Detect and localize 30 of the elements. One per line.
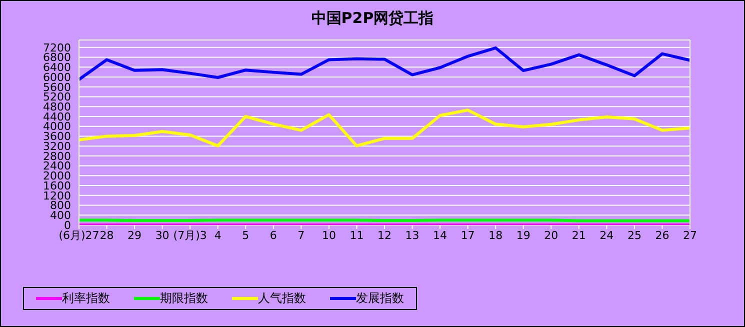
x-tick-label: 29 <box>128 228 142 242</box>
y-tick-label: 7200 <box>43 41 71 54</box>
x-tick-label: 6 <box>270 228 277 242</box>
x-tick-label: 5 <box>242 228 250 242</box>
x-tick-label: 28 <box>100 228 114 242</box>
x-tick-label: 25 <box>627 228 642 242</box>
x-tick-label: 20 <box>544 228 558 242</box>
x-tick-label: 19 <box>516 228 530 242</box>
x-tick-label: 17 <box>460 228 475 242</box>
x-tick-label: 21 <box>572 228 586 242</box>
line-series <box>78 46 692 81</box>
x-tick-label: 7 <box>298 228 305 242</box>
x-tick-label: 27 <box>683 228 697 242</box>
x-tick-label: 14 <box>433 228 448 242</box>
x-tick-label: 30 <box>155 228 170 242</box>
x-tick-label: 13 <box>405 228 420 242</box>
x-tick-label: 11 <box>350 228 364 242</box>
x-tick-label: 10 <box>322 228 336 242</box>
line-series <box>78 108 692 148</box>
x-tick-label: 18 <box>488 228 503 242</box>
x-tick-label: 24 <box>600 228 614 242</box>
x-tick-label: (7月)3 <box>173 228 207 242</box>
x-tick-label: 4 <box>214 228 222 242</box>
legend-label: 利率指数 <box>62 290 110 307</box>
legend-label: 人气指数 <box>258 290 306 307</box>
x-tick-label: 12 <box>378 228 392 242</box>
x-tick-label: 26 <box>655 228 670 242</box>
legend-label: 发展指数 <box>356 290 404 307</box>
chart-title: 中国P2P网贷工指 <box>310 9 435 28</box>
legend-label: 期限指数 <box>160 290 208 307</box>
